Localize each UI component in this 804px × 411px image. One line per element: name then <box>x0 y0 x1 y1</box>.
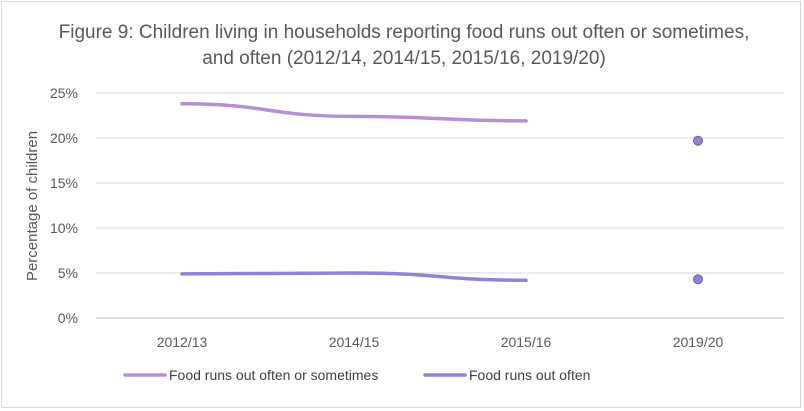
x-tick-label: 2014/15 <box>329 334 380 350</box>
y-tick-label: 5% <box>58 265 78 281</box>
y-tick-label: 15% <box>50 175 78 191</box>
data-point-s1-3 <box>693 135 703 146</box>
y-tick-label: 25% <box>50 85 78 101</box>
legend: Food runs out often or sometimes Food run… <box>123 367 590 383</box>
series-line-2 <box>180 271 528 282</box>
x-tick-label: 2019/20 <box>673 334 724 350</box>
data-point-s2-3 <box>693 274 703 285</box>
series-lines <box>180 102 703 285</box>
x-axis-ticks: 2012/13 2014/15 2015/16 2019/20 <box>157 334 724 350</box>
gridlines <box>96 92 784 319</box>
y-axis-ticks: 0% 5% 10% 15% 20% 25% <box>50 85 78 326</box>
y-tick-label: 0% <box>58 310 78 326</box>
legend-label-1: Food runs out often or sometimes <box>169 367 378 383</box>
x-tick-label: 2015/16 <box>501 334 552 350</box>
y-tick-label: 10% <box>50 220 78 236</box>
legend-label-2: Food runs out often <box>469 367 590 383</box>
x-tick-label: 2012/13 <box>157 334 208 350</box>
y-axis-title: Percentage of children <box>24 131 41 281</box>
series-line-1 <box>180 102 528 123</box>
y-tick-label: 20% <box>50 130 78 146</box>
chart-title: Figure 9: Children living in households … <box>58 22 750 69</box>
